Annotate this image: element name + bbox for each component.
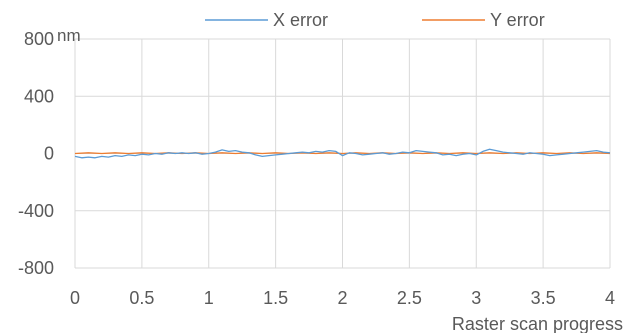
x-tick-label: 2.5 [397, 288, 422, 308]
legend-label-y-error: Y error [490, 10, 545, 30]
x-tick-label: 1 [204, 288, 214, 308]
legend-label-x-error: X error [273, 10, 328, 30]
x-tick-label: 3 [471, 288, 481, 308]
x-axis-label: Raster scan progress [452, 314, 623, 333]
y-tick-label: -800 [18, 258, 54, 278]
y-tick-label: 0 [44, 144, 54, 164]
series-line-y-error [74, 152, 611, 155]
x-tick-labels: 0 0.5 1 1.5 2 2.5 3 3.5 4 [70, 288, 615, 308]
x-tick-label: 4 [605, 288, 615, 308]
x-tick-label: 0 [70, 288, 80, 308]
series-layer [74, 148, 611, 159]
y-axis-label: nm [57, 26, 81, 45]
legend: X error Y error [205, 10, 545, 30]
y-tick-labels: -800 -400 0 400 800 [18, 29, 54, 278]
x-tick-label: 1.5 [263, 288, 288, 308]
series-line-x-error [74, 148, 611, 159]
x-tick-label: 2 [337, 288, 347, 308]
y-tick-label: -400 [18, 201, 54, 221]
x-tick-label: 0.5 [129, 288, 154, 308]
x-tick-label: 3.5 [531, 288, 556, 308]
y-tick-label: 800 [24, 29, 54, 49]
y-tick-label: 400 [24, 86, 54, 106]
